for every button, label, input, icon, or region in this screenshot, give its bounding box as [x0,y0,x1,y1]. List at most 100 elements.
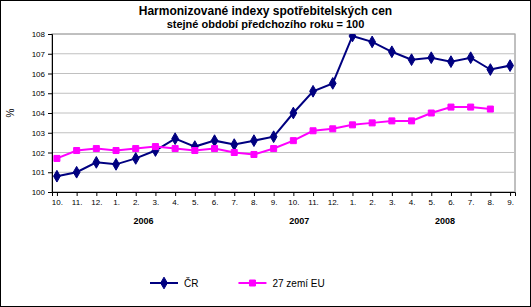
series-marker [290,107,297,119]
x-tick: 8. [488,192,495,207]
x-tick-label: 2. [369,198,376,207]
x-tick: 8. [251,192,258,207]
x-tick-mark [490,192,491,196]
x-tick-label: 5. [192,198,199,207]
x-tick: 11. [72,192,83,207]
series-marker [270,131,277,143]
x-tick-label: 11. [308,198,319,207]
x-tick-label: 3. [389,198,396,207]
title: Harmonizované indexy spotřebitelských ce… [139,4,392,18]
y-axis-title: % [5,108,16,117]
x-tick-mark [77,192,78,196]
x-tick: 6. [212,192,219,207]
x-tick-mark [136,192,137,196]
grid-line [52,53,515,54]
x-tick: 5. [192,192,199,207]
y-tick-mark [48,34,52,35]
x-tick-mark [431,192,432,196]
x-tick-mark [392,192,393,196]
x-tick-label: 12. [91,198,102,207]
subtitle: stejné období předchozího roku = 100 [167,18,365,30]
grid-line [52,172,515,173]
x-tick-label: 9. [507,198,514,207]
x-tick-label: 6. [212,198,219,207]
x-tick-label: 12. [328,198,339,207]
y-tick-label: 104 [32,109,46,118]
series-marker [231,139,238,151]
grid-line [52,132,515,133]
x-tick-mark [471,192,472,196]
x-tick-mark [372,192,373,196]
chart: Harmonizované indexy spotřebitelských ce… [0,0,531,307]
y-tick-label: 101 [32,168,46,177]
y-tick-label: 105 [32,89,46,98]
x-tick: 7. [468,192,475,207]
x-tick-mark [155,192,156,196]
x-tick: 2. [133,192,140,207]
x-tick-mark [57,192,58,196]
x-tick-mark [510,192,511,196]
grid-line [52,73,515,74]
x-tick: 12. [328,192,339,207]
y-tick-mark [48,93,52,94]
y-tick-label: 107 [32,50,46,59]
series-marker [467,52,474,64]
y-tick: 106 [32,70,52,79]
series-line [57,107,490,158]
series-marker [329,78,336,90]
y-tick-mark [48,172,52,173]
series-marker [133,146,139,152]
series-marker [468,104,474,110]
x-tick-label: 8. [488,198,495,207]
plot: 10010110210310410510610710810.11.12.1.2.… [32,30,516,226]
x-tick: 5. [428,192,435,207]
series-marker [172,146,178,152]
series-marker [389,118,395,124]
y-tick: 108 [32,30,52,39]
grid-line [52,93,515,94]
x-tick: 12. [91,192,102,207]
y-tick-mark [48,192,52,193]
series-marker [93,146,99,152]
y-tick-mark [48,133,52,134]
series-marker [448,56,455,68]
x-tick: 2. [369,192,376,207]
x-tick-label: 7. [231,198,238,207]
x-tick-label: 1. [113,198,120,207]
x-tick: 3. [153,192,160,207]
series-marker [290,138,296,144]
x-tick: 1. [350,192,357,207]
x-tick-label: 11. [72,198,83,207]
y-tick-label: 108 [32,30,46,39]
y-tick-label: 100 [32,188,46,197]
series-marker [349,34,356,42]
series-marker [408,54,415,66]
x-tick-mark [293,192,294,196]
series-marker [74,148,80,154]
series-marker [251,135,258,147]
y-tick-label: 102 [32,149,46,158]
legend-marker [249,280,255,286]
series-marker [388,46,395,58]
x-tick-label: 3. [153,198,160,207]
y-tick: 101 [32,168,52,177]
grid-line [52,113,515,114]
legend-label: ČR [184,277,198,289]
x-tick-label: 4. [409,198,416,207]
legend: ČR27 zemí EU [150,277,325,289]
x-tick: 3. [389,192,396,207]
x-tick-label: 5. [428,198,435,207]
x-tick-label: 9. [271,198,278,207]
x-tick: 10. [288,192,299,207]
x-tick: 6. [448,192,455,207]
series-marker [310,85,317,97]
series-marker [310,128,316,134]
y-tick-mark [48,54,52,55]
y-tick-label: 106 [32,70,46,79]
series-marker [93,157,100,169]
series-marker [507,60,514,72]
series-marker [369,36,376,48]
x-tick-label: 6. [448,198,455,207]
x-tick: 10. [52,192,63,207]
x-tick: 7. [231,192,238,207]
